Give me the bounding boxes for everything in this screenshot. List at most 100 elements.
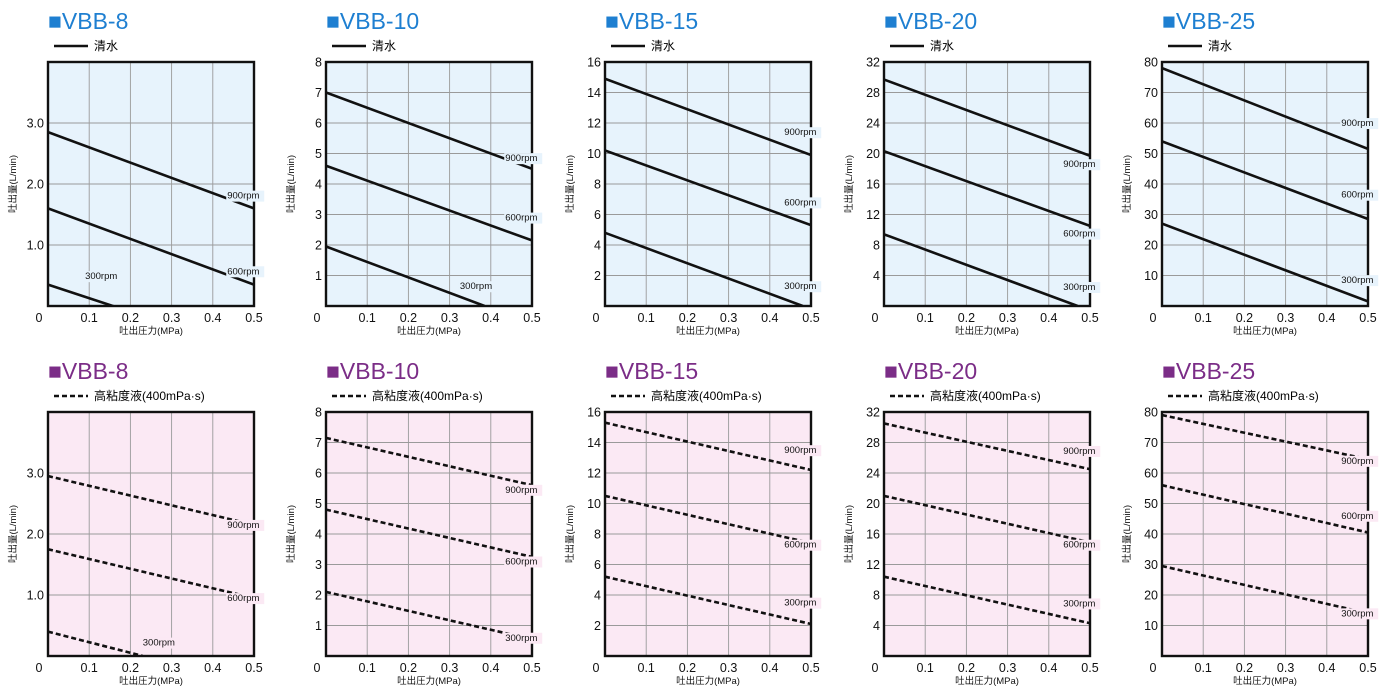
series-label-300rpm: 300rpm <box>784 281 816 292</box>
x-tick-label: 0.2 <box>679 311 696 325</box>
y-tick-label: 24 <box>866 117 880 131</box>
series-line-600rpm <box>48 547 254 600</box>
series-label-bg <box>783 539 822 551</box>
x-axis-label: 吐出圧力(MPa) <box>397 325 461 337</box>
y-axis-label: 吐出量(L/min) <box>564 155 576 213</box>
chart-svg: ■VBB-15 高粘度液(400mPa·s) 900rpm 600rpm 300rpm 2… <box>564 358 822 687</box>
series-label-bg <box>226 593 265 605</box>
y-tick-label: 60 <box>1144 467 1158 481</box>
series-line-900rpm <box>884 422 1090 471</box>
chart-title: ■VBB-10 <box>326 8 419 34</box>
x-tick-label: 0.1 <box>81 661 98 675</box>
series-line-600rpm <box>1162 140 1368 221</box>
series-line-300rpm <box>48 630 144 656</box>
y-tick-label: 3.0 <box>27 467 44 481</box>
chart-title: ■VBB-20 <box>884 8 977 34</box>
legend-label: 高粘度液(400mPa·s) <box>372 388 483 403</box>
series-label-600rpm: 600rpm <box>505 213 537 224</box>
y-tick-label: 70 <box>1144 86 1158 100</box>
x-tick-label: 0.2 <box>122 661 139 675</box>
series-label-bg <box>783 197 822 209</box>
y-tick-label: 7 <box>315 86 322 100</box>
y-axis-label: 吐出量(L/min) <box>7 505 19 563</box>
series-label-600rpm: 600rpm <box>227 266 259 277</box>
series-label-900rpm: 900rpm <box>227 520 259 531</box>
y-tick-label: 1 <box>315 269 322 283</box>
chart-panel-vbb-20-bottom: ■VBB-20 高粘度液(400mPa·s) 900rpm 600rpm 300rpm 4… <box>836 350 1114 696</box>
series-line-300rpm <box>884 575 1090 625</box>
y-tick-label: 5 <box>315 497 322 511</box>
series-label-600rpm: 600rpm <box>784 540 816 551</box>
y-tick-label: 3 <box>315 208 322 222</box>
plot-frame <box>603 410 813 658</box>
y-tick-label: 3.0 <box>27 117 44 131</box>
y-tick-label: 60 <box>1144 117 1158 131</box>
x-tick-label: 0.3 <box>999 661 1016 675</box>
y-axis-label: 吐出量(L/min) <box>843 505 855 563</box>
x-tick-label: 0.5 <box>1081 661 1098 675</box>
x-axis-label: 吐出圧力(MPa) <box>1233 325 1297 337</box>
x-tick-label: 0.5 <box>523 311 540 325</box>
chart-svg: ■VBB-20 清水 900rpm 600rpm 300rpm 4 8 12 16 20 24 28 3… <box>843 8 1101 337</box>
x-axis-label: 吐出圧力(MPa) <box>676 325 740 337</box>
series-line-600rpm <box>884 149 1090 228</box>
y-tick-label: 24 <box>866 467 880 481</box>
chart-title: ■VBB-20 <box>884 358 977 384</box>
series-label-bg <box>504 484 543 496</box>
y-tick-label: 8 <box>873 239 880 253</box>
series-label-bg <box>1340 608 1379 620</box>
x-tick-label: 0.1 <box>359 661 376 675</box>
x-tick-label: 0.5 <box>245 311 262 325</box>
series-label-600rpm: 600rpm <box>1341 511 1373 522</box>
y-tick-label: 6 <box>594 558 601 572</box>
y-tick-label: 30 <box>1144 208 1158 222</box>
series-line-600rpm <box>326 164 532 242</box>
x-tick-label: 0.5 <box>802 311 819 325</box>
plot-frame <box>324 410 534 658</box>
legend-label: 清水 <box>1208 39 1232 53</box>
y-tick-label: 12 <box>587 467 601 481</box>
series-line-300rpm <box>605 231 804 306</box>
x-tick-label: 0.4 <box>204 311 221 325</box>
chart-svg: ■VBB-10 高粘度液(400mPa·s) 900rpm 600rpm 300rpm 1… <box>285 358 543 687</box>
y-tick-label: 40 <box>1144 528 1158 542</box>
y-tick-label: 6 <box>315 117 322 131</box>
series-label-bg <box>141 637 180 649</box>
y-axis-label: 吐出量(L/min) <box>285 505 297 563</box>
y-tick-label: 70 <box>1144 436 1158 450</box>
chart-title: ■VBB-8 <box>48 8 128 34</box>
x-tick-label: 0 <box>593 311 600 325</box>
series-line-600rpm <box>884 494 1090 544</box>
y-tick-label: 4 <box>315 178 322 192</box>
y-tick-label: 32 <box>866 406 880 420</box>
x-axis-label: 吐出圧力(MPa) <box>397 675 461 687</box>
y-tick-label: 4 <box>315 528 322 542</box>
series-line-300rpm <box>1162 564 1368 615</box>
x-tick-label: 0.4 <box>761 311 778 325</box>
y-axis-label: 吐出量(L/min) <box>1121 155 1133 213</box>
x-tick-label: 0.1 <box>638 311 655 325</box>
y-tick-label: 16 <box>587 406 601 420</box>
y-tick-label: 28 <box>866 86 880 100</box>
series-label-600rpm: 600rpm <box>505 557 537 568</box>
series-line-600rpm <box>48 207 254 286</box>
chart-panel-vbb-15-top: ■VBB-15 清水 900rpm 600rpm 300rpm 2 4 6 8 10 12 14 16 0… <box>557 0 835 346</box>
y-tick-label: 2.0 <box>27 528 44 542</box>
x-tick-label: 0.3 <box>1277 661 1294 675</box>
y-tick-label: 20 <box>866 497 880 511</box>
series-label-300rpm: 300rpm <box>1063 282 1095 293</box>
x-tick-label: 0.3 <box>163 311 180 325</box>
series-line-900rpm <box>605 421 811 472</box>
chart-panel-vbb-10-top: ■VBB-10 清水 900rpm 600rpm 300rpm 1 2 3 4 5 6 7 8 0 0.1 0… <box>278 0 556 346</box>
x-tick-label: 0.4 <box>761 661 778 675</box>
y-tick-label: 10 <box>587 497 601 511</box>
chart-panel-vbb-8-bottom: ■VBB-8 高粘度液(400mPa·s) 900rpm 600rpm 300rpm 1.… <box>0 350 278 696</box>
chart-svg: ■VBB-15 清水 900rpm 600rpm 300rpm 2 4 6 8 10 12 14 16 0… <box>564 8 822 337</box>
series-label-bg <box>458 281 497 293</box>
series-label-bg <box>1062 539 1101 551</box>
y-tick-label: 32 <box>866 56 880 70</box>
y-tick-label: 20 <box>1144 239 1158 253</box>
x-tick-label: 0.3 <box>720 311 737 325</box>
series-label-900rpm: 900rpm <box>1063 159 1095 170</box>
y-tick-label: 20 <box>1144 589 1158 603</box>
